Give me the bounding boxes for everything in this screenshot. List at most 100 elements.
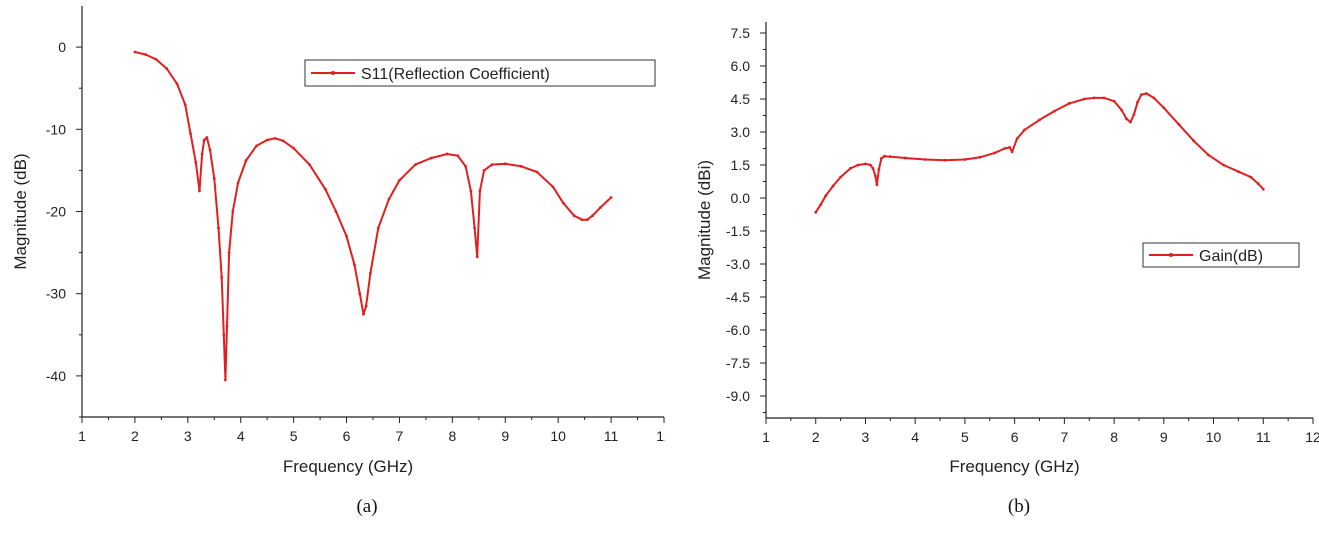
- data-point: [217, 226, 220, 230]
- legend-label: S11(Reflection Coefficient): [361, 66, 550, 83]
- data-point: [993, 151, 997, 155]
- data-point: [591, 214, 594, 218]
- data-point: [1222, 163, 1225, 167]
- data-point: [334, 210, 338, 213]
- data-point: [882, 154, 886, 158]
- data-point: [133, 50, 137, 54]
- data-point: [1125, 117, 1128, 121]
- data-point: [231, 210, 235, 213]
- data-point: [345, 234, 348, 238]
- x-tick-label: 5: [290, 428, 298, 444]
- x-axis-label: Frequency (GHz): [949, 457, 1079, 476]
- data-point: [189, 132, 192, 135]
- data-point: [212, 177, 216, 181]
- x-tick-label: 12: [656, 428, 665, 444]
- data-point: [1192, 139, 1196, 143]
- series-line: [814, 92, 1265, 213]
- data-point: [456, 154, 460, 158]
- x-tick-label: 8: [448, 428, 456, 444]
- y-tick-label: 1.5: [731, 157, 751, 173]
- data-point: [482, 169, 486, 172]
- data-point: [464, 164, 467, 168]
- data-point: [869, 163, 872, 167]
- data-point: [856, 163, 860, 167]
- x-tick-label: 3: [184, 428, 192, 444]
- data-point: [819, 203, 823, 207]
- data-point: [200, 152, 204, 156]
- caption-a: (a): [356, 496, 378, 517]
- series-line: [134, 51, 612, 381]
- data-point: [387, 197, 391, 201]
- data-point: [943, 158, 947, 162]
- y-tick-label: -3.0: [726, 256, 750, 272]
- data-point: [175, 82, 179, 86]
- data-point: [585, 218, 589, 222]
- x-tick-label: 11: [1256, 429, 1271, 445]
- data-point: [864, 162, 867, 166]
- data-point: [223, 378, 227, 382]
- data-point: [358, 292, 362, 296]
- y-tick-label: -10: [46, 121, 66, 137]
- data-point: [1136, 100, 1139, 104]
- data-point: [473, 226, 476, 230]
- data-point: [1067, 102, 1071, 105]
- data-point: [323, 187, 327, 191]
- data-point: [849, 166, 852, 170]
- data-point: [1082, 97, 1086, 101]
- data-point: [1256, 182, 1260, 186]
- x-tick-label: 2: [131, 428, 139, 444]
- legend-marker: [331, 71, 335, 75]
- x-tick-label: 2: [812, 429, 820, 445]
- data-point: [362, 312, 365, 316]
- data-point: [429, 156, 433, 160]
- data-point: [562, 201, 565, 205]
- y-tick-label: 7.5: [731, 25, 751, 41]
- data-point: [1112, 99, 1116, 103]
- data-point: [1023, 128, 1026, 132]
- data-point: [475, 255, 479, 259]
- data-point: [871, 166, 875, 170]
- legend-box: [304, 59, 656, 87]
- data-point: [1249, 175, 1253, 179]
- data-point: [273, 136, 277, 140]
- data-point: [1140, 93, 1143, 96]
- data-point: [923, 158, 927, 161]
- data-point: [308, 163, 311, 167]
- data-point: [1015, 137, 1019, 141]
- x-tick-label: 3: [862, 429, 870, 445]
- y-tick-label: 3.0: [731, 124, 751, 140]
- data-point: [220, 275, 224, 279]
- x-tick-label: 10: [1206, 429, 1222, 445]
- data-point: [609, 196, 613, 199]
- x-tick-label: 7: [396, 428, 404, 444]
- data-point: [236, 181, 240, 185]
- data-point: [535, 170, 539, 174]
- y-tick-label: -40: [46, 368, 66, 384]
- data-point: [1207, 153, 1210, 157]
- x-tick-label: 8: [1110, 429, 1118, 445]
- data-point: [398, 178, 401, 182]
- data-point: [1053, 109, 1056, 113]
- data-point: [1261, 187, 1265, 191]
- data-point: [839, 175, 842, 179]
- data-point: [244, 159, 248, 162]
- data-point: [225, 325, 229, 328]
- data-point: [1132, 113, 1136, 116]
- data-point: [154, 58, 158, 61]
- x-tick-label: 9: [501, 428, 509, 444]
- chart-b: 1 2 3 4 5 6 7 8 9 10 11 127.56.04.53.01.50.0-1.5-3.…: [695, 22, 1319, 476]
- x-tick-label: 10: [550, 428, 566, 444]
- y-tick-label: -4.5: [726, 289, 750, 305]
- data-point: [877, 168, 881, 171]
- data-point: [490, 163, 494, 167]
- x-tick-label: 1: [762, 429, 770, 445]
- x-tick-label: 12: [1305, 429, 1319, 445]
- data-point: [978, 155, 982, 159]
- data-point: [281, 139, 285, 143]
- data-point: [888, 155, 892, 159]
- y-tick-label: -20: [46, 204, 66, 220]
- data-point: [503, 162, 507, 166]
- data-point: [1129, 120, 1132, 124]
- chart-panel-b: 1 2 3 4 5 6 7 8 9 10 11 12 7.5 6.0 4.5 3.0 1.5 0.0 -1.5 -3.…: [665, 0, 1319, 531]
- y-axis-label: Magnitude (dB): [11, 153, 30, 269]
